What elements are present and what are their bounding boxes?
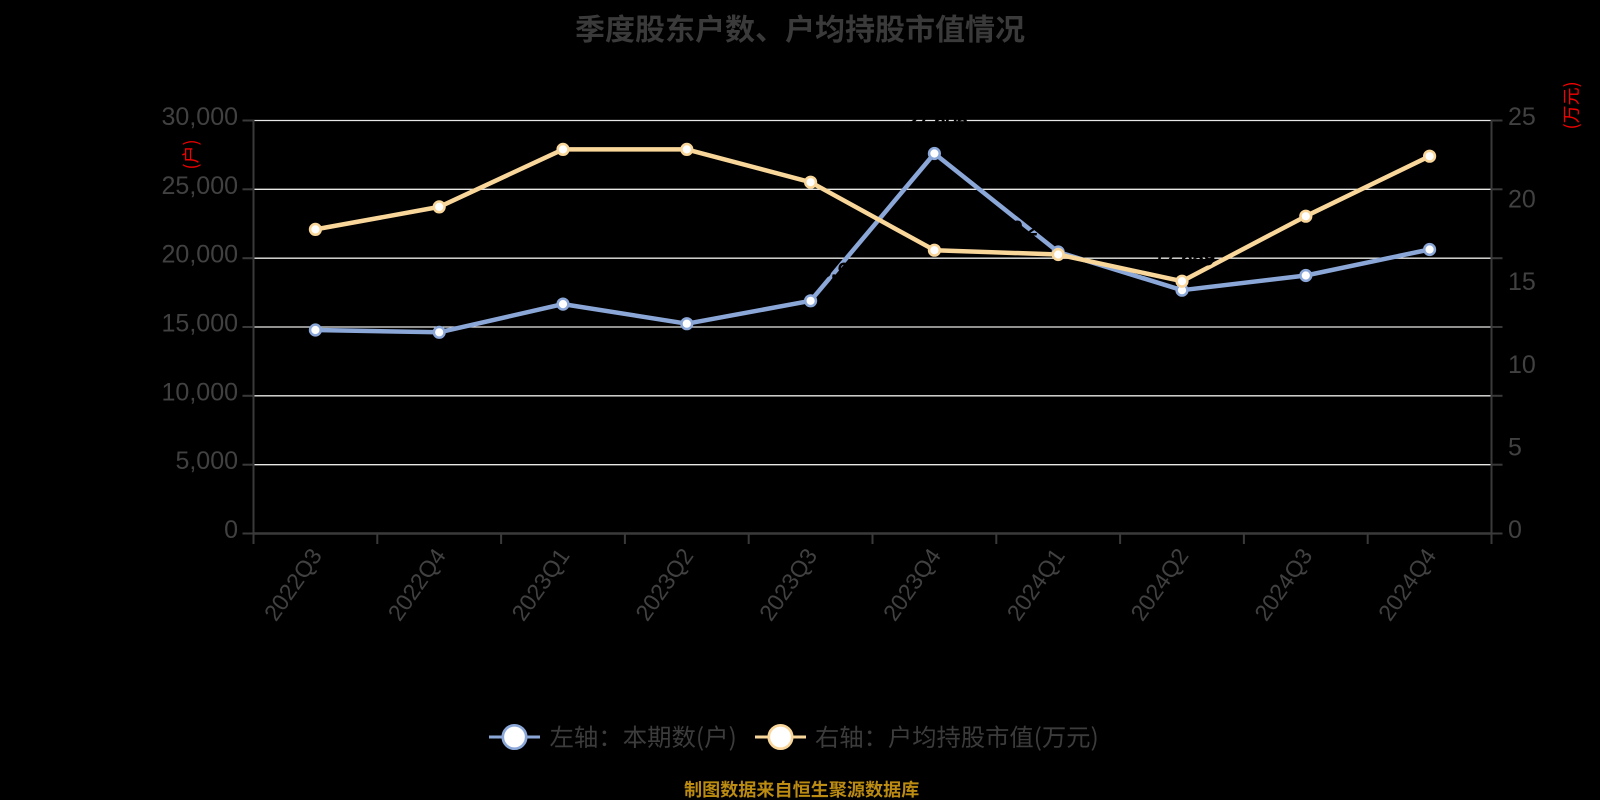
svg-text:27,605: 27,605 bbox=[905, 110, 968, 132]
svg-text:10,000: 10,000 bbox=[162, 378, 238, 406]
svg-text:20,289: 20,289 bbox=[998, 218, 1060, 240]
svg-text:15,000: 15,000 bbox=[162, 310, 238, 338]
svg-text:20: 20 bbox=[1508, 186, 1536, 214]
svg-text:25: 25 bbox=[1508, 103, 1536, 131]
svg-text:16,919: 16,919 bbox=[809, 260, 870, 282]
svg-text:10: 10 bbox=[1508, 351, 1536, 379]
svg-text:20,000: 20,000 bbox=[162, 241, 238, 269]
svg-text:5: 5 bbox=[1508, 433, 1522, 461]
svg-text:30,000: 30,000 bbox=[162, 103, 238, 131]
svg-text:25,000: 25,000 bbox=[162, 172, 238, 200]
svg-text:5,000: 5,000 bbox=[175, 447, 238, 475]
svg-text:17,659: 17,659 bbox=[1153, 248, 1214, 270]
svg-text:0: 0 bbox=[1508, 516, 1522, 544]
svg-text:0: 0 bbox=[224, 516, 238, 544]
svg-text:15: 15 bbox=[1508, 268, 1536, 296]
